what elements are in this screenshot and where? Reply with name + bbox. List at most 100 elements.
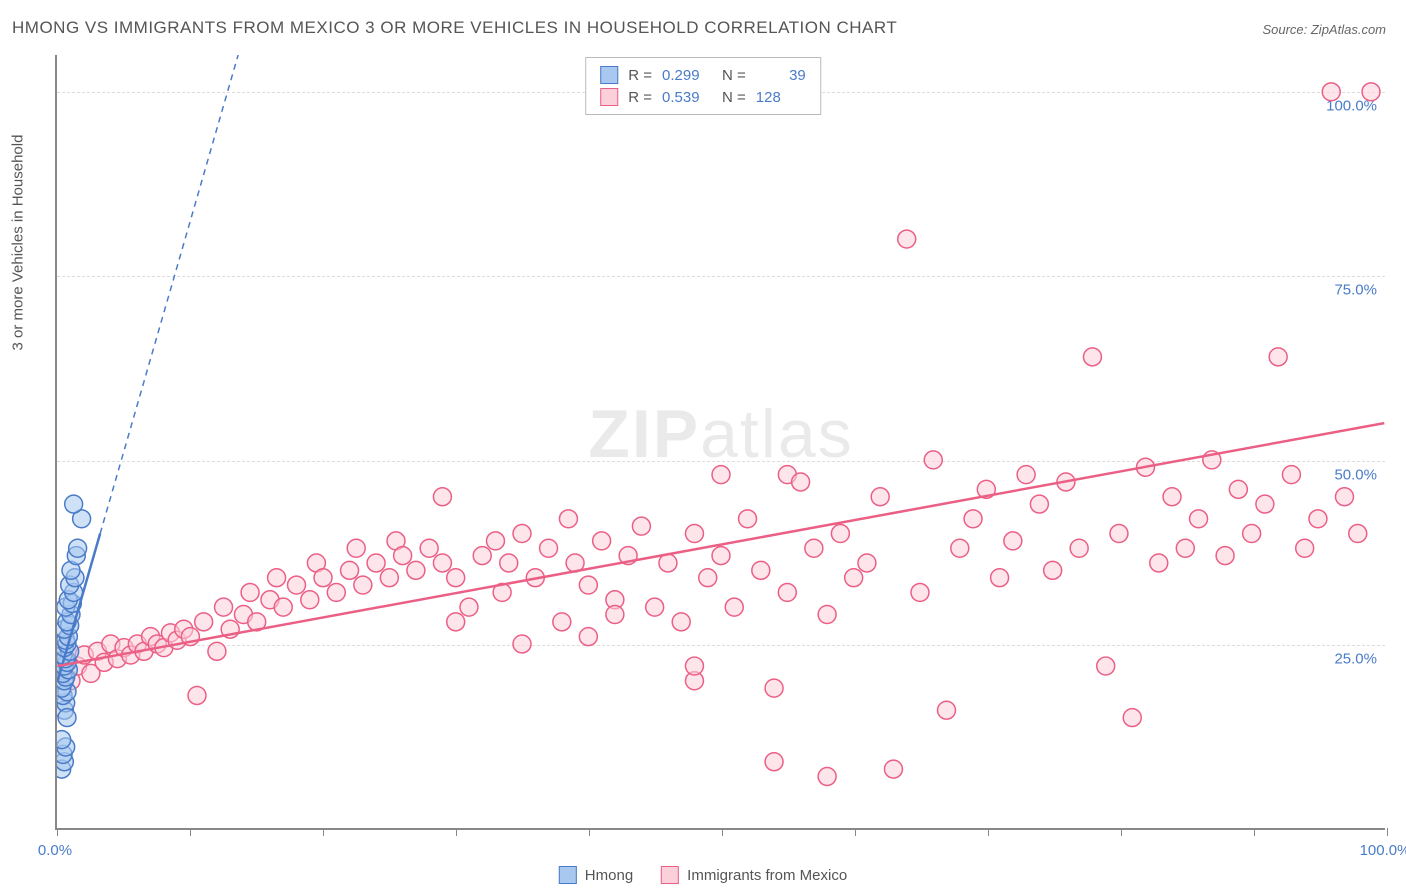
trend-line [100,55,238,534]
data-point [752,561,770,579]
data-point [553,613,571,631]
stats-row-hmong: R = 0.299 N = 39 [600,64,806,86]
data-point [818,606,836,624]
data-point [792,473,810,491]
legend-item-mexico: Immigrants from Mexico [661,866,847,884]
x-tick-label: 100.0% [1360,842,1406,859]
legend-item-hmong: Hmong [559,866,633,884]
swatch-blue-icon [600,66,618,84]
data-point [268,569,286,587]
x-tick [456,828,457,836]
data-point [380,569,398,587]
data-point [1030,495,1048,513]
data-point [65,495,83,513]
data-point [818,767,836,785]
data-point [460,598,478,616]
x-tick [1254,828,1255,836]
data-point [354,576,372,594]
data-point [188,687,206,705]
data-point [1243,525,1261,543]
stats-legend: R = 0.299 N = 39 R = 0.539 N = 128 [585,57,821,115]
data-point [195,613,213,631]
n-value-hmong: 39 [756,67,806,84]
data-point [712,547,730,565]
data-point [367,554,385,572]
data-point [301,591,319,609]
data-point [1282,466,1300,484]
data-point [314,569,332,587]
x-tick [1121,828,1122,836]
data-point [1150,554,1168,572]
data-point [1269,348,1287,366]
data-point [606,606,624,624]
data-point [215,598,233,616]
data-point [951,539,969,557]
data-point [487,532,505,550]
x-tick [57,828,58,836]
data-point [699,569,717,587]
data-point [765,753,783,771]
swatch-blue-icon [559,866,577,884]
data-point [884,760,902,778]
data-point [805,539,823,557]
data-point [1083,348,1101,366]
data-point [57,731,71,749]
data-point [407,561,425,579]
data-point [58,709,76,727]
data-point [513,525,531,543]
data-point [473,547,491,565]
stats-row-mexico: R = 0.539 N = 128 [600,86,806,108]
data-point [1322,83,1340,101]
data-point [646,598,664,616]
legend-label-hmong: Hmong [585,867,633,884]
data-point [241,583,259,601]
data-point [540,539,558,557]
data-point [911,583,929,601]
data-point [288,576,306,594]
r-value-hmong: 0.299 [662,67,712,84]
data-point [433,554,451,572]
x-tick [722,828,723,836]
data-point [1070,539,1088,557]
data-point [1044,561,1062,579]
n-value-mexico: 128 [756,89,806,106]
x-tick [190,828,191,836]
data-point [1229,480,1247,498]
data-point [938,701,956,719]
data-point [1176,539,1194,557]
data-point [579,628,597,646]
data-point [447,613,465,631]
data-point [208,642,226,660]
data-point [858,554,876,572]
x-tick [988,828,989,836]
data-point [725,598,743,616]
data-point [1017,466,1035,484]
data-point [327,583,345,601]
data-point [1190,510,1208,528]
data-point [765,679,783,697]
x-tick [855,828,856,836]
data-point [1349,525,1367,543]
data-point [559,510,577,528]
data-point [831,525,849,543]
data-point [672,613,690,631]
data-point [1216,547,1234,565]
x-tick [1387,828,1388,836]
x-tick [323,828,324,836]
data-point [778,583,796,601]
data-point [924,451,942,469]
r-value-mexico: 0.539 [662,89,712,106]
data-point [69,539,87,557]
swatch-pink-icon [600,88,618,106]
data-point [739,510,757,528]
source-attribution: Source: ZipAtlas.com [1262,22,1386,37]
scatter-plot-svg [57,55,1385,828]
data-point [685,657,703,675]
data-point [1296,539,1314,557]
data-point [447,569,465,587]
data-point [347,539,365,557]
data-point [845,569,863,587]
data-point [871,488,889,506]
x-tick [589,828,590,836]
data-point [394,547,412,565]
